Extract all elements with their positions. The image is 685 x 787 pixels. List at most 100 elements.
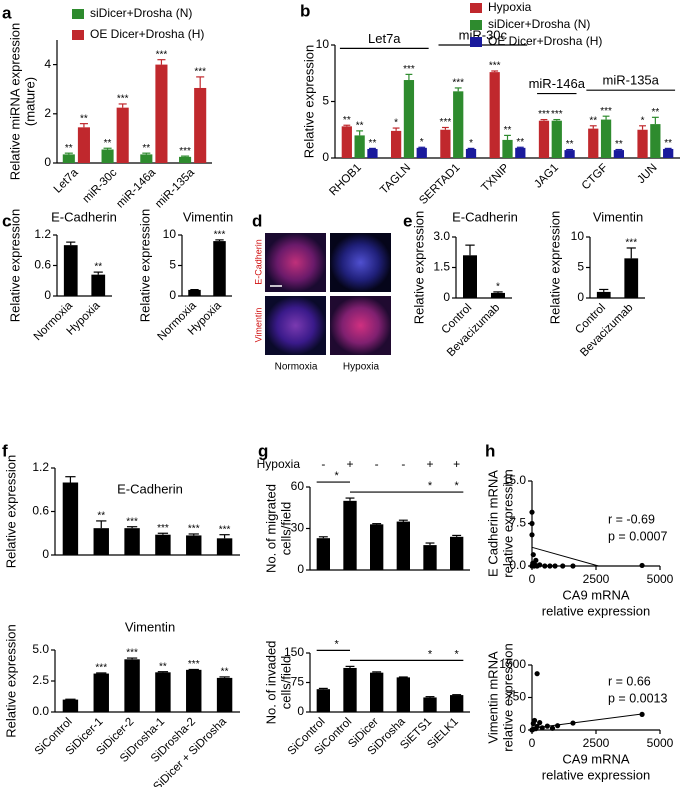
x-tick-label: CTGF bbox=[580, 162, 611, 193]
bar bbox=[213, 241, 226, 296]
legend-label: Hypoxia bbox=[488, 0, 532, 14]
y-tick-label: 0.0 bbox=[32, 704, 49, 718]
significance: ** bbox=[159, 661, 167, 672]
y-tick-label: 0 bbox=[44, 155, 51, 169]
bar bbox=[491, 292, 505, 298]
significance: ** bbox=[343, 115, 351, 126]
group-label: miR-146a bbox=[529, 76, 586, 91]
significance: *** bbox=[538, 109, 550, 120]
bar bbox=[403, 80, 415, 158]
bar bbox=[596, 291, 611, 298]
y-tick-label: 75 bbox=[291, 675, 305, 689]
bar bbox=[124, 659, 140, 712]
point bbox=[539, 725, 545, 731]
y-tick-label: 0.6 bbox=[34, 258, 51, 272]
bar bbox=[179, 156, 192, 163]
point bbox=[537, 562, 543, 568]
significance: *** bbox=[156, 49, 168, 60]
bar bbox=[416, 147, 427, 158]
y-axis-label: Relative expression bbox=[411, 211, 426, 324]
y-tick-label: 0 bbox=[44, 288, 51, 302]
bar bbox=[624, 258, 639, 298]
chart-title: Vimentin bbox=[593, 209, 643, 224]
bar bbox=[453, 91, 464, 158]
row-label: Vimentin bbox=[253, 308, 263, 343]
y-axis-label: Relative expression bbox=[301, 45, 316, 158]
x-axis-label: CA9 mRNA bbox=[562, 751, 630, 766]
bar bbox=[440, 129, 451, 158]
bar bbox=[186, 669, 202, 712]
annotation: r = -0.69 bbox=[608, 512, 655, 526]
bar bbox=[155, 672, 171, 712]
bar bbox=[396, 521, 410, 570]
significance: ** bbox=[516, 137, 524, 148]
bar bbox=[600, 119, 612, 158]
significance: ** bbox=[97, 511, 105, 522]
y-axis-label: No. of invaded bbox=[263, 641, 278, 725]
condition-value: + bbox=[426, 457, 433, 471]
bar bbox=[502, 139, 513, 158]
bar bbox=[140, 154, 153, 163]
legend-swatch bbox=[470, 37, 482, 47]
bar bbox=[663, 148, 674, 158]
legend-label: OE Dicer+Drosha (H) bbox=[90, 27, 204, 41]
bar bbox=[188, 289, 201, 296]
significance: *** bbox=[440, 117, 452, 128]
significance: *** bbox=[194, 67, 206, 78]
y-axis-label: Vimentin mRNA bbox=[485, 651, 500, 744]
bar bbox=[155, 534, 171, 555]
significance: *** bbox=[452, 78, 464, 89]
fit-line bbox=[531, 546, 599, 567]
bar bbox=[91, 274, 106, 296]
significance: ** bbox=[80, 113, 88, 124]
y-tick-label: 60 bbox=[291, 479, 305, 493]
point bbox=[549, 725, 556, 731]
y-tick-label: 30 bbox=[291, 521, 305, 535]
significance: ** bbox=[566, 139, 574, 150]
legend-swatch bbox=[470, 3, 482, 13]
legend-label: siDicer+Drosha (N) bbox=[488, 17, 590, 31]
y-axis-label: relative expression bbox=[500, 643, 515, 751]
y-tick-label: 1500 bbox=[499, 657, 526, 671]
bar bbox=[63, 245, 78, 296]
y-tick-label: 1.2 bbox=[34, 227, 51, 241]
point bbox=[531, 563, 537, 569]
y-tick-label: 5 bbox=[169, 258, 176, 272]
significance: *** bbox=[188, 659, 200, 670]
y-tick-label: 0 bbox=[297, 704, 304, 718]
y-tick-label: 0 bbox=[42, 547, 49, 561]
y-axis-label: Relative expression bbox=[3, 455, 18, 568]
x-tick-label: TXNIP bbox=[479, 162, 512, 195]
bar bbox=[390, 130, 402, 158]
panel-letter: f bbox=[2, 441, 8, 460]
point bbox=[547, 563, 553, 569]
significance: *** bbox=[600, 106, 612, 117]
significance: * bbox=[335, 638, 340, 650]
point bbox=[529, 520, 535, 527]
bar bbox=[316, 538, 330, 570]
significance: *** bbox=[403, 64, 415, 75]
y-axis-label: Relative expression bbox=[547, 211, 562, 324]
bar bbox=[194, 87, 207, 163]
y-tick-label: 10 bbox=[571, 229, 585, 243]
y-axis-label: cells/field bbox=[278, 502, 293, 555]
y-axis-label: cells/field bbox=[278, 656, 293, 709]
significance: *** bbox=[126, 648, 138, 659]
bar bbox=[465, 148, 477, 158]
significance: ** bbox=[104, 138, 112, 149]
bar bbox=[155, 64, 168, 163]
point bbox=[530, 552, 536, 558]
significance: ** bbox=[356, 121, 364, 132]
y-tick-label: 10 bbox=[316, 37, 330, 51]
significance: * bbox=[455, 648, 460, 660]
bar bbox=[216, 677, 233, 712]
micrograph bbox=[265, 233, 326, 292]
y-tick-label: 10 bbox=[163, 227, 177, 241]
bar bbox=[354, 135, 365, 158]
bar bbox=[124, 528, 140, 555]
panel-letter: b bbox=[300, 1, 310, 20]
bar bbox=[62, 154, 75, 163]
y-tick-label: 0 bbox=[297, 562, 304, 576]
annotation: r = 0.66 bbox=[608, 674, 651, 688]
